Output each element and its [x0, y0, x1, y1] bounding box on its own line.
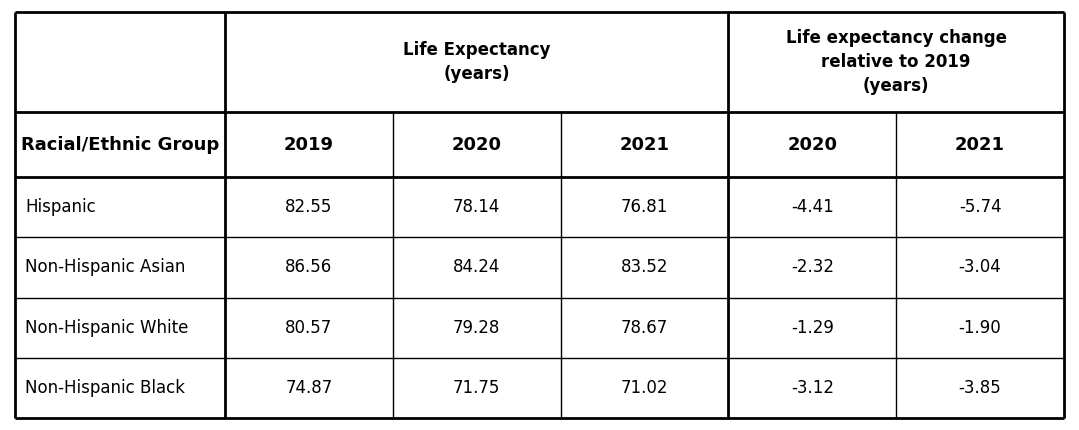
Text: -1.29: -1.29 [791, 319, 834, 337]
Text: -3.85: -3.85 [959, 379, 1001, 397]
Text: 84.24: 84.24 [453, 258, 501, 276]
Text: Racial/Ethnic Group: Racial/Ethnic Group [21, 135, 219, 154]
Text: 79.28: 79.28 [453, 319, 501, 337]
Text: Life expectancy change
relative to 2019
(years): Life expectancy change relative to 2019 … [786, 29, 1007, 95]
Text: Non-Hispanic Black: Non-Hispanic Black [25, 379, 185, 397]
Text: 78.14: 78.14 [453, 198, 501, 216]
Text: -5.74: -5.74 [959, 198, 1001, 216]
Text: 74.87: 74.87 [285, 379, 332, 397]
Text: -3.12: -3.12 [791, 379, 834, 397]
Text: 78.67: 78.67 [620, 319, 668, 337]
Text: 71.02: 71.02 [620, 379, 668, 397]
Text: -3.04: -3.04 [959, 258, 1001, 276]
Text: 2021: 2021 [619, 135, 669, 154]
Text: 2020: 2020 [788, 135, 837, 154]
Text: -2.32: -2.32 [791, 258, 834, 276]
Text: 71.75: 71.75 [453, 379, 501, 397]
Text: 2019: 2019 [284, 135, 333, 154]
Text: 2020: 2020 [452, 135, 502, 154]
Text: -4.41: -4.41 [791, 198, 834, 216]
Text: Life Expectancy
(years): Life Expectancy (years) [402, 41, 550, 83]
Text: 83.52: 83.52 [620, 258, 668, 276]
Text: 82.55: 82.55 [285, 198, 332, 216]
Text: Non-Hispanic White: Non-Hispanic White [25, 319, 189, 337]
Text: Non-Hispanic Asian: Non-Hispanic Asian [25, 258, 186, 276]
Text: Hispanic: Hispanic [25, 198, 96, 216]
Text: 80.57: 80.57 [285, 319, 332, 337]
Text: 86.56: 86.56 [285, 258, 332, 276]
Text: 2021: 2021 [955, 135, 1006, 154]
Text: 76.81: 76.81 [620, 198, 668, 216]
Text: -1.90: -1.90 [959, 319, 1001, 337]
